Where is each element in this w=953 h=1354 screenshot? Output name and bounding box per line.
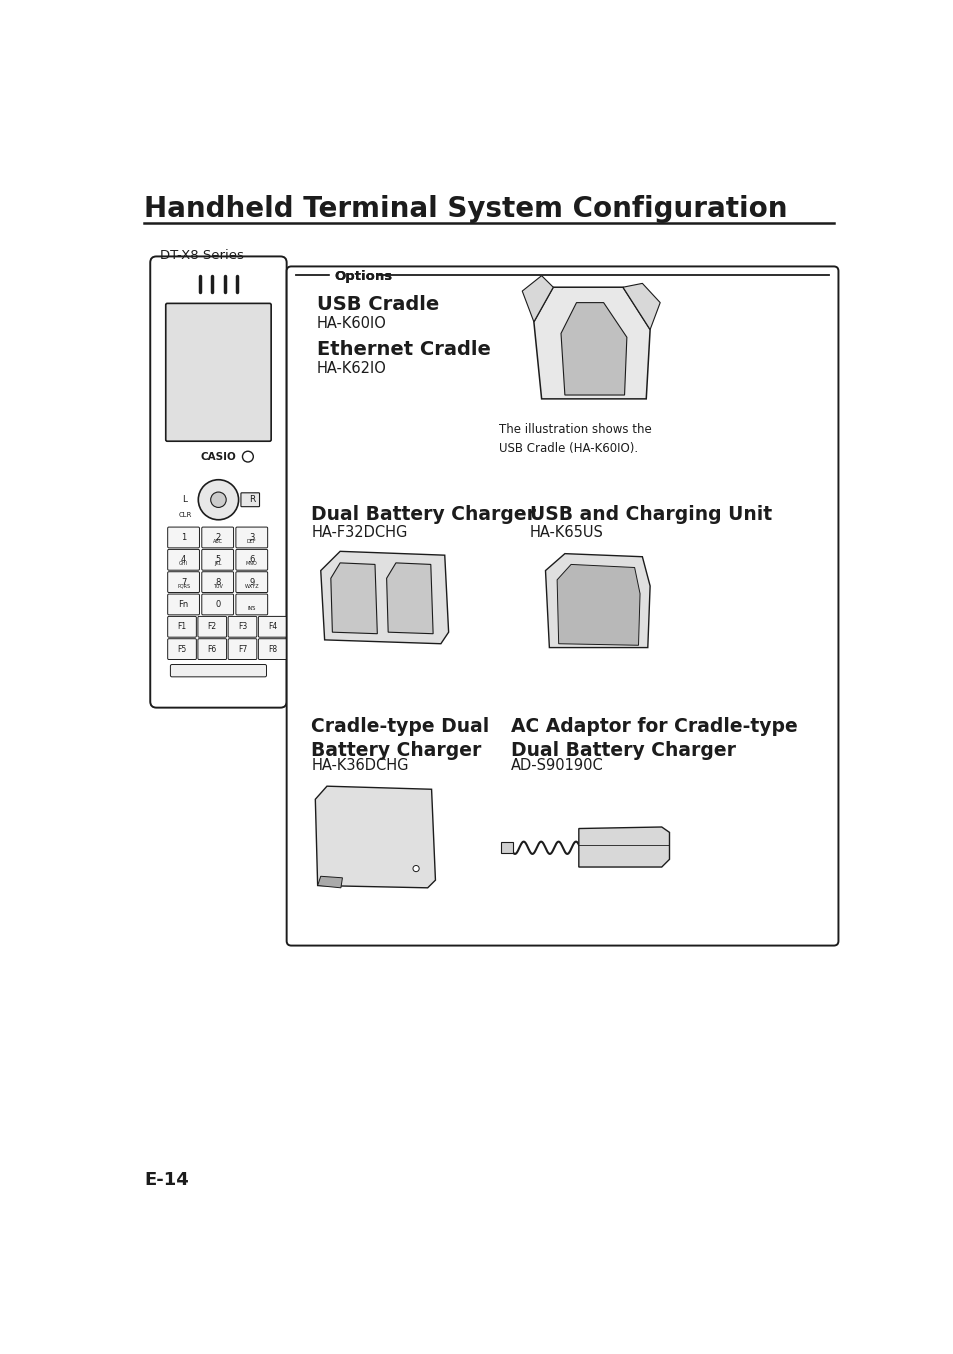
FancyBboxPatch shape	[202, 594, 233, 615]
FancyBboxPatch shape	[228, 639, 256, 659]
FancyBboxPatch shape	[241, 493, 259, 506]
FancyBboxPatch shape	[168, 616, 196, 638]
Text: HA-K62IO: HA-K62IO	[316, 362, 386, 376]
Polygon shape	[622, 283, 659, 329]
Text: CLR: CLR	[178, 512, 192, 519]
Polygon shape	[315, 787, 435, 888]
Text: 0: 0	[214, 600, 220, 609]
Polygon shape	[557, 565, 639, 646]
Text: TUV: TUV	[213, 584, 222, 589]
Text: GHI: GHI	[179, 562, 188, 566]
Polygon shape	[578, 827, 669, 867]
Text: F4: F4	[268, 623, 277, 631]
Text: USB and Charging Unit: USB and Charging Unit	[530, 505, 771, 524]
FancyBboxPatch shape	[258, 639, 287, 659]
FancyBboxPatch shape	[202, 527, 233, 548]
Polygon shape	[386, 563, 433, 634]
Text: HA-K65US: HA-K65US	[530, 525, 603, 540]
FancyBboxPatch shape	[171, 665, 266, 677]
Text: Cradle-type Dual
Battery Charger: Cradle-type Dual Battery Charger	[311, 716, 489, 760]
FancyBboxPatch shape	[197, 639, 227, 659]
Text: Options: Options	[334, 269, 392, 283]
Text: F2: F2	[208, 623, 216, 631]
FancyBboxPatch shape	[202, 571, 233, 593]
Text: MNO: MNO	[246, 562, 257, 566]
Text: USB Cradle: USB Cradle	[316, 295, 438, 314]
Polygon shape	[500, 842, 513, 853]
Polygon shape	[317, 876, 342, 888]
Text: 6: 6	[249, 555, 254, 565]
Text: Handheld Terminal System Configuration: Handheld Terminal System Configuration	[144, 195, 787, 223]
FancyBboxPatch shape	[228, 616, 256, 638]
Text: Fn: Fn	[178, 600, 189, 609]
Text: DEF: DEF	[247, 539, 256, 544]
Text: HA-K36DCHG: HA-K36DCHG	[311, 758, 409, 773]
Text: F6: F6	[208, 645, 216, 654]
Text: .: .	[251, 600, 253, 609]
Circle shape	[413, 865, 418, 872]
FancyBboxPatch shape	[166, 303, 271, 441]
Text: Ethernet Cradle: Ethernet Cradle	[316, 340, 490, 359]
FancyBboxPatch shape	[197, 616, 227, 638]
FancyBboxPatch shape	[159, 263, 277, 332]
Polygon shape	[521, 276, 553, 322]
FancyBboxPatch shape	[168, 527, 199, 548]
Text: 1: 1	[181, 533, 186, 542]
Text: WXYZ: WXYZ	[244, 584, 259, 589]
FancyBboxPatch shape	[168, 594, 199, 615]
FancyBboxPatch shape	[235, 594, 268, 615]
Text: HA-K60IO: HA-K60IO	[316, 317, 386, 332]
Circle shape	[211, 492, 226, 508]
FancyBboxPatch shape	[311, 780, 439, 892]
FancyBboxPatch shape	[150, 256, 286, 708]
Circle shape	[198, 479, 238, 520]
Text: F5: F5	[177, 645, 187, 654]
FancyBboxPatch shape	[258, 616, 287, 638]
Text: JKL: JKL	[213, 562, 221, 566]
Polygon shape	[331, 563, 377, 634]
Polygon shape	[534, 287, 649, 399]
Text: ABC: ABC	[213, 539, 222, 544]
FancyBboxPatch shape	[316, 547, 452, 647]
Text: F7: F7	[237, 645, 247, 654]
Polygon shape	[320, 551, 448, 643]
FancyBboxPatch shape	[168, 571, 199, 593]
FancyBboxPatch shape	[235, 571, 268, 593]
Text: 4: 4	[181, 555, 186, 565]
Text: R: R	[249, 496, 254, 504]
FancyBboxPatch shape	[235, 527, 268, 548]
Text: AC Adaptor for Cradle-type
Dual Battery Charger: AC Adaptor for Cradle-type Dual Battery …	[510, 716, 797, 760]
Text: 3: 3	[249, 533, 254, 542]
Text: 9: 9	[249, 578, 254, 586]
Text: PQRS: PQRS	[177, 584, 190, 589]
FancyBboxPatch shape	[202, 550, 233, 570]
Circle shape	[242, 451, 253, 462]
Text: INS: INS	[248, 607, 255, 611]
Text: F3: F3	[237, 623, 247, 631]
Text: E-14: E-14	[144, 1171, 189, 1189]
FancyBboxPatch shape	[506, 282, 661, 417]
Text: 7: 7	[181, 578, 186, 586]
Text: F1: F1	[177, 623, 187, 631]
Text: DT-X8 Series: DT-X8 Series	[159, 249, 243, 261]
Polygon shape	[560, 303, 626, 395]
Polygon shape	[545, 554, 649, 647]
FancyBboxPatch shape	[168, 550, 199, 570]
FancyBboxPatch shape	[286, 267, 838, 945]
Text: AD-S90190C: AD-S90190C	[510, 758, 602, 773]
Text: HA-F32DCHG: HA-F32DCHG	[311, 525, 407, 540]
Text: Options: Options	[334, 269, 392, 283]
FancyBboxPatch shape	[168, 639, 196, 659]
FancyBboxPatch shape	[629, 849, 658, 862]
Text: L: L	[182, 496, 188, 504]
Text: The illustration shows the
USB Cradle (HA-K60IO).: The illustration shows the USB Cradle (H…	[498, 422, 651, 455]
Text: CASIO: CASIO	[200, 452, 236, 462]
Text: 2: 2	[214, 533, 220, 542]
Text: 8: 8	[214, 578, 220, 586]
Text: Dual Battery Charger: Dual Battery Charger	[311, 505, 536, 524]
FancyBboxPatch shape	[235, 550, 268, 570]
FancyBboxPatch shape	[541, 547, 654, 651]
Text: F8: F8	[268, 645, 277, 654]
Text: 5: 5	[214, 555, 220, 565]
